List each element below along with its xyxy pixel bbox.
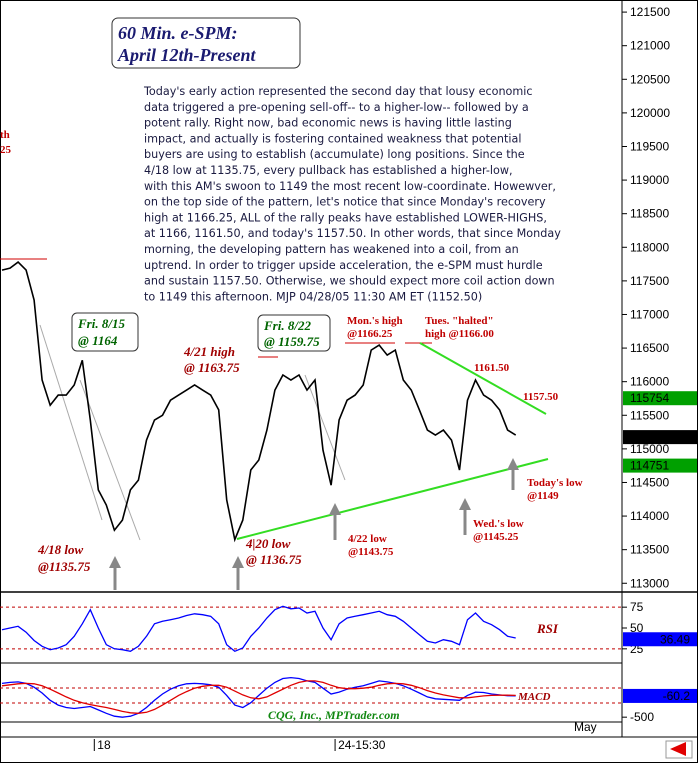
commentary-line: uptrend. In order to trigger upside acce…	[144, 259, 543, 272]
annotation: @1149	[527, 490, 559, 502]
annotation: Mon.'s high	[347, 315, 403, 327]
commentary-line: with this AM's swoon to 1149 the most re…	[144, 180, 556, 193]
subtitle: April 12th-Present	[117, 45, 257, 65]
last-value-label: -60.2	[663, 689, 691, 703]
panel-label: MACD	[517, 691, 550, 703]
commentary-line: morning, the developing pattern has weak…	[144, 243, 519, 256]
y-tick-label: 120500	[630, 72, 670, 86]
annotation: @ 1159.75	[264, 334, 320, 349]
last-value-box	[623, 688, 697, 703]
annotation: 1157.50	[523, 391, 559, 403]
annotation: Wed.'s low	[473, 518, 524, 530]
y-tick-label: 113000	[630, 576, 669, 590]
annotation: @ 1136.75	[246, 552, 302, 567]
y-tick-label: 116000	[630, 375, 669, 389]
annotation: 4/21 high	[183, 344, 235, 359]
scroll-arrow	[670, 742, 686, 756]
guide-line	[39, 324, 103, 521]
annotation: 1161.50	[474, 362, 510, 374]
commentary: Today's early action represented the sec…	[143, 85, 561, 303]
y-tick-label: 118500	[630, 207, 669, 221]
x-tick-label: 18	[97, 738, 111, 752]
y-tick-label: 117000	[630, 307, 669, 321]
commentary-line: buyers are using to establish (accumulat…	[144, 148, 525, 161]
commentary-line: high at 1166.25, ALL of the rally peaks …	[144, 211, 547, 224]
series-line	[1, 605, 516, 653]
y-tick-label: 119500	[630, 139, 669, 153]
title-box	[111, 17, 301, 69]
arrow-heads	[109, 458, 519, 568]
annotation: @1143.75	[348, 546, 394, 558]
y-tick-label: 114000	[630, 509, 669, 523]
commentary-line: 4/18 low at 1135.75, every pullback has …	[144, 164, 513, 177]
commentary-line: at 1166, 1161.50, and today's 1157.50. I…	[144, 227, 561, 240]
annotation: high @1166.00	[425, 328, 494, 340]
price-marker	[623, 458, 697, 473]
y-tick-label: 50	[630, 621, 644, 635]
annotation: May	[574, 720, 597, 734]
source: CQG, Inc., MPTrader.com	[268, 708, 400, 722]
annotation: Tues. "halted"	[425, 315, 494, 327]
y-tick-label: 117500	[630, 274, 669, 288]
commentary-line: Today's early action represented the sec…	[143, 85, 533, 98]
y-tick-label: 75	[630, 600, 644, 614]
annotation: Today's low	[527, 477, 583, 489]
trend-line	[419, 342, 547, 415]
guide-line	[304, 374, 346, 481]
note-box	[71, 312, 139, 352]
annotation: @1145.25	[473, 531, 519, 543]
x-tick-label: 24-15:30	[338, 738, 386, 752]
y-tick-label: 113500	[630, 543, 669, 557]
note-box	[257, 314, 331, 352]
series-line	[1, 676, 516, 718]
price-marker	[623, 430, 697, 445]
annotation: @1135.75	[38, 559, 91, 574]
guide-line	[79, 379, 141, 541]
y-tick-label: 116500	[630, 341, 669, 355]
title: 60 Min. e-SPM:	[118, 23, 238, 43]
price-marker-label: 114751	[630, 459, 669, 473]
y-tick-label: 115000	[630, 442, 669, 456]
annotation: 4|20 low	[245, 536, 291, 551]
annotation: Fri. 8/15	[77, 316, 125, 331]
commentary-line: data triggered a pre-opening sell-off-- …	[144, 101, 529, 114]
price-marker-label: 115175	[630, 430, 669, 444]
y-tick-label: 118000	[630, 240, 669, 254]
last-value-label: 36.49	[660, 632, 690, 646]
series-line	[1, 261, 517, 543]
annotation: 25	[0, 144, 12, 156]
y-tick-label: 121500	[630, 5, 670, 19]
last-value-box	[623, 632, 697, 647]
series-line	[1, 680, 516, 714]
commentary-line: to 1149 this afternoon. MJP 04/28/05 11:…	[144, 290, 482, 303]
commentary-line: and sustain 1157.50. Otherwise, we shoul…	[144, 275, 555, 288]
annotation: 4/22 low	[348, 533, 387, 545]
annotation: th	[0, 129, 10, 141]
y-tick-label: -500	[630, 710, 654, 724]
commentary-line: potent rally. Right now, bad economic ne…	[144, 117, 512, 130]
annotation: @ 1164	[78, 333, 118, 348]
y-tick-label: 121000	[630, 39, 670, 53]
annotation: 4/18 low	[37, 542, 83, 557]
annotation: @1166.25	[347, 328, 393, 340]
price-marker-label: 115754	[630, 391, 669, 405]
annotation: Fri. 8/22	[263, 318, 311, 333]
price-marker	[623, 391, 697, 406]
arrows	[113, 470, 515, 590]
panel-label: RSI	[536, 621, 559, 636]
commentary-line: impact, and actually is fostering contai…	[144, 132, 521, 145]
trend-line	[236, 458, 549, 540]
commentary-line: on the top side of the pattern, let's no…	[144, 196, 546, 209]
y-tick-label: 119000	[630, 173, 669, 187]
y-tick-label: 115500	[630, 408, 669, 422]
annotation: @ 1163.75	[184, 360, 240, 375]
y-tick-label: 120000	[630, 106, 670, 120]
y-tick-label: 114500	[630, 475, 669, 489]
